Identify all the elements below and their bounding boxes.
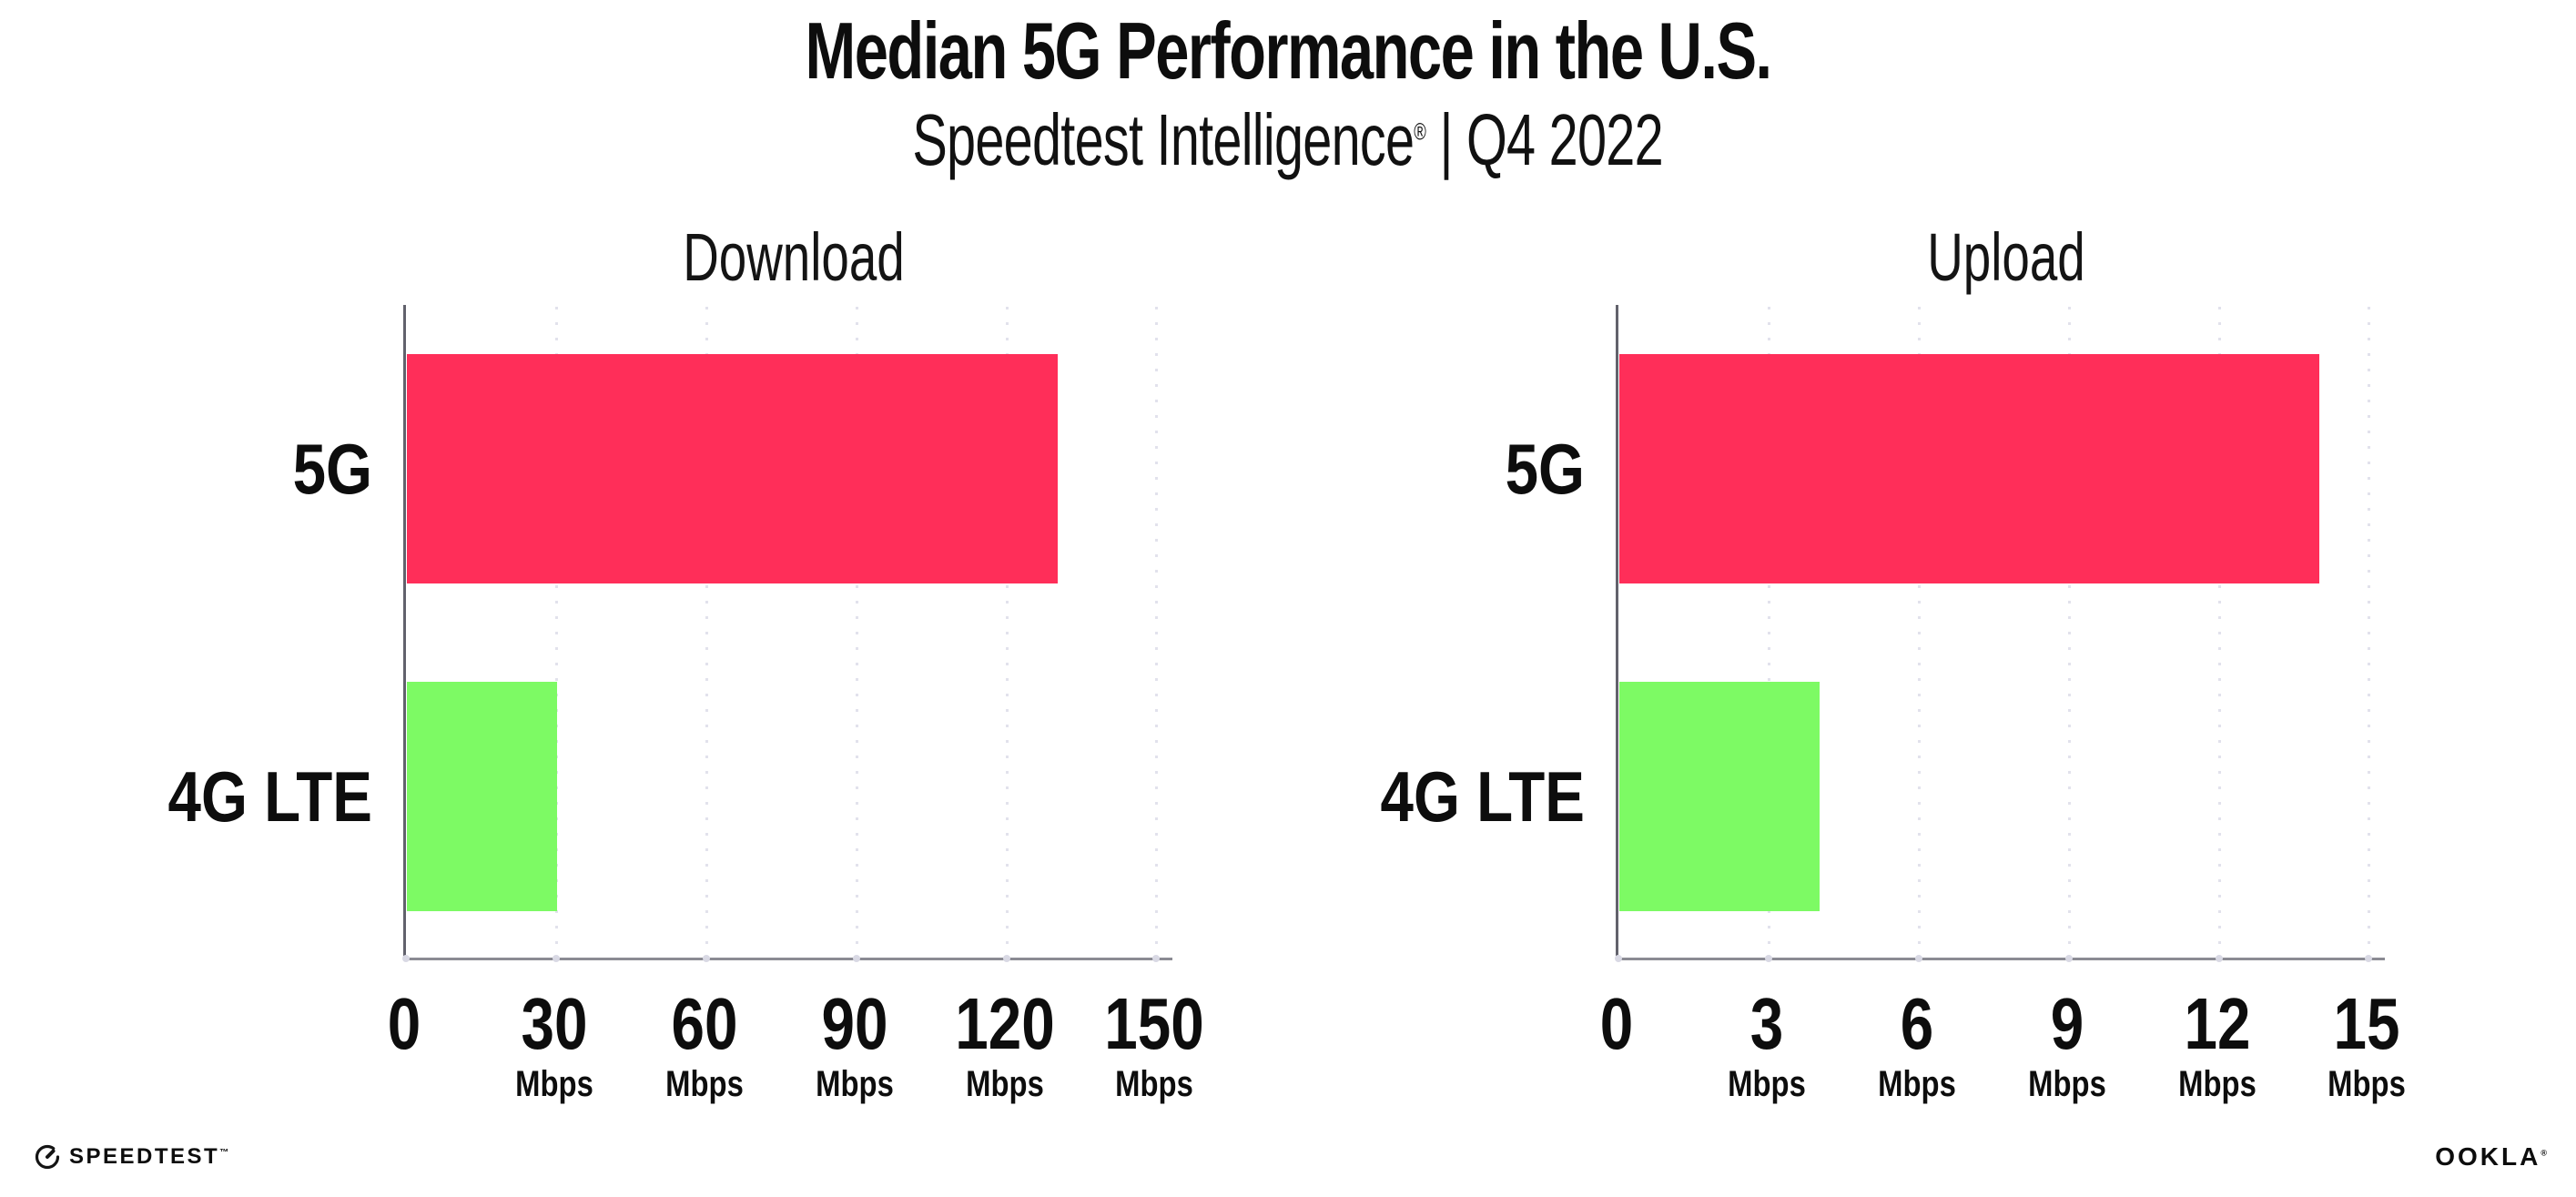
upload-plot-area [1615,305,2385,962]
x-axis-tick-dot [852,955,860,962]
upload-chart-title: Upload [1927,219,2085,295]
ookla-logo: OOKLA® [2435,1144,2547,1170]
x-tick-value: 15 [2333,983,2400,1064]
x-tick-unit: Mbps [2328,1064,2407,1104]
trademark-icon: ™ [219,1148,229,1158]
x-axis-tick-dot [1152,955,1161,962]
x-tick-label: 12 Mbps [2169,983,2264,1104]
subtitle-product: Speedtest Intelligence [912,99,1415,180]
x-tick-value: 30 [521,983,588,1064]
gridline [855,307,858,958]
x-axis-tick-dot [1615,955,1622,962]
x-tick-value: 3 [1749,983,1784,1064]
ookla-wordmark: OOKLA® [2435,1142,2547,1171]
x-tick-value: 90 [821,983,888,1064]
x-axis-tick-dot [402,955,410,962]
x-axis-tick-dot [1002,955,1010,962]
bar-4g-lte-upload [1619,682,1820,911]
speedtest-wordmark: SPEEDTEST™ [69,1144,229,1169]
x-axis-tick-dot [1914,955,1922,962]
y-category-label-4g-lte: 4G LTE [1380,756,1585,837]
x-tick-unit: Mbps [2177,1064,2257,1104]
subtitle-period: | Q4 2022 [1425,99,1664,180]
x-tick-value: 150 [1104,983,1205,1064]
x-axis-tick-dot [2064,955,2073,962]
x-tick-unit: Mbps [515,1064,593,1104]
y-category-label-5g: 5G [292,429,372,509]
gridline [1155,307,1159,958]
x-tick-value: 9 [2050,983,2084,1064]
x-tick-unit: Mbps [1115,1064,1194,1104]
x-axis-tick-dot [2215,955,2223,962]
gridline [705,307,708,958]
gridline [2217,307,2221,958]
x-axis-tick-dot [1764,955,1772,962]
x-tick-label: 90 Mbps [806,983,901,1104]
chart-header-block: Median 5G Performance in the U.S. Speedt… [0,0,2576,177]
x-tick-label: 0 [1597,988,1638,1060]
bar-5g-download [407,354,1058,583]
download-chart-title: Download [683,219,905,295]
x-tick-unit: Mbps [664,1064,744,1104]
x-tick-label: 9 Mbps [2019,983,2114,1104]
x-tick-label: 6 Mbps [1870,983,1964,1104]
x-tick-value: 0 [1599,983,1634,1064]
x-tick-unit: Mbps [965,1064,1044,1104]
x-tick-label: 0 [384,988,425,1060]
x-tick-value: 120 [954,983,1055,1064]
bar-5g-upload [1619,354,2320,583]
y-category-label-4g-lte: 4G LTE [167,756,372,837]
registered-mark-icon: ® [1414,119,1427,146]
x-tick-label: 3 Mbps [1719,983,1814,1104]
y-category-label-5g: 5G [1505,429,1585,509]
x-axis-tick-dot [702,955,710,962]
x-tick-value: 0 [387,983,421,1064]
x-axis-tick-dot [2365,955,2373,962]
gridline [2067,307,2071,958]
gridline [1917,307,1921,958]
page-subtitle: Speedtest Intelligence® | Q4 2022 [0,104,2576,177]
speedtest-logo: SPEEDTEST™ [34,1143,228,1171]
gridline [2368,307,2371,958]
download-plot-area [402,305,1172,962]
x-tick-label: 60 Mbps [657,983,752,1104]
x-tick-label: 150 Mbps [1094,983,1215,1104]
x-tick-label: 120 Mbps [944,983,1065,1104]
gridline [1005,307,1009,958]
gridline [554,307,558,958]
x-tick-unit: Mbps [815,1064,894,1104]
x-tick-unit: Mbps [2027,1064,2106,1104]
speedtest-gauge-icon [35,1144,60,1170]
registered-mark-icon: ® [2541,1148,2547,1158]
bar-4g-lte-download [407,682,557,911]
x-tick-value: 6 [1900,983,1934,1064]
x-tick-value: 60 [671,983,738,1064]
x-tick-unit: Mbps [1728,1064,1806,1104]
x-tick-unit: Mbps [1877,1064,1956,1104]
page-title: Median 5G Performance in the U.S. [805,5,1772,96]
x-tick-label: 30 Mbps [507,983,602,1104]
gridline [1767,307,1770,958]
x-tick-value: 12 [2184,983,2251,1064]
x-tick-label: 15 Mbps [2319,983,2414,1104]
x-axis-tick-dot [552,955,560,962]
